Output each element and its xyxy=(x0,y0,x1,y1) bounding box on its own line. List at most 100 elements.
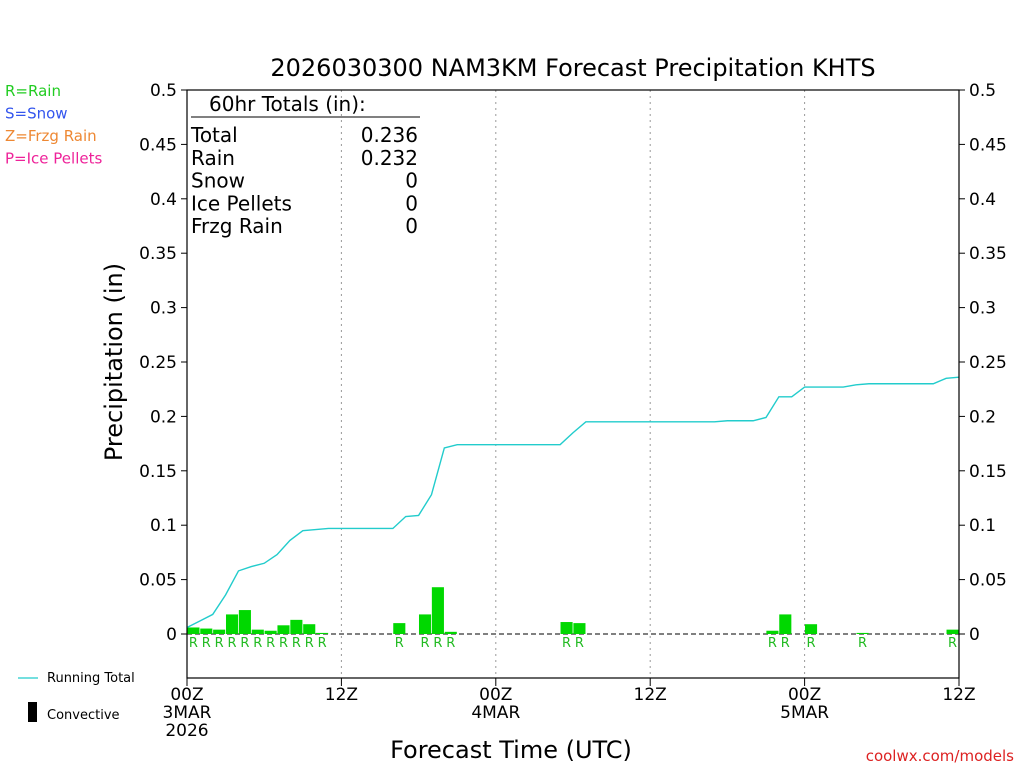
precip-bar xyxy=(804,624,818,634)
running-total-series xyxy=(186,376,960,629)
totals-row-value: 0.236 xyxy=(361,123,418,147)
totals-header: 60hr Totals (in): xyxy=(209,92,366,116)
x-axis-label: Forecast Time (UTC) xyxy=(390,736,632,764)
rain-marker: R xyxy=(292,636,301,651)
precip-bar xyxy=(573,623,586,634)
rain-marker: R xyxy=(433,636,442,651)
precip-bar xyxy=(303,624,316,634)
x-tick-label: 12Z xyxy=(942,685,975,705)
y-tick-label-right: 0.1 xyxy=(969,516,996,536)
rain-marker: R xyxy=(562,636,571,651)
convective-swatch xyxy=(28,702,37,722)
x-tick-label: 00Z xyxy=(170,685,203,705)
precip-bar xyxy=(225,614,239,634)
x-tick-label: 12Z xyxy=(634,685,667,705)
y-tick-label-right: 0.3 xyxy=(969,299,996,319)
precip-bar xyxy=(946,629,959,634)
rain-marker: R xyxy=(266,636,275,651)
precip-bar xyxy=(277,625,290,634)
precip-bar xyxy=(418,614,432,634)
rain-marker: R xyxy=(305,636,314,651)
rain-marker: R xyxy=(421,636,430,651)
y-tick-label: 0.35 xyxy=(139,244,177,264)
precip-bar xyxy=(200,628,213,634)
x-tick-label: 12Z xyxy=(325,685,358,705)
bar-series xyxy=(187,587,959,634)
totals-row-value: 0 xyxy=(405,169,418,193)
y-tick-label: 0 xyxy=(166,625,177,645)
y-tick-label: 0.15 xyxy=(139,462,177,482)
precip-bar xyxy=(264,630,277,634)
y-axis-right: 0 0.05 0.1 0.15 0.2 0.25 0.3 0.35 0.4 0.45 0.5 xyxy=(959,81,1007,645)
totals-table: 60hr Totals (in): Total 0.236 Rain 0.232 Sno… xyxy=(190,92,420,238)
totals-row-value: 0 xyxy=(405,214,418,238)
y-axis-label: Precipitation (in) xyxy=(100,263,128,461)
y-tick-label: 0.5 xyxy=(150,81,177,101)
running-total-label: Running Total xyxy=(47,671,135,686)
precip-bar xyxy=(431,587,444,634)
precip-bar xyxy=(444,631,457,634)
precip-bar xyxy=(187,627,200,634)
running-total-line xyxy=(186,376,960,629)
rain-marker: R xyxy=(279,636,288,651)
totals-row-label: Frzg Rain xyxy=(191,214,283,238)
precip-bar xyxy=(290,619,303,634)
x-tick-label: 00Z xyxy=(788,685,821,705)
y-tick-label-right: 0.05 xyxy=(969,571,1007,591)
precip-bar xyxy=(779,614,792,634)
rain-marker: R xyxy=(446,636,455,651)
totals-row-label: Ice Pellets xyxy=(191,191,292,215)
convective-label: Convective xyxy=(47,708,120,723)
rain-marker: R xyxy=(253,636,262,651)
x-tick-label: 4MAR xyxy=(471,703,520,723)
legend-entry: Z=Frzg Rain xyxy=(5,127,97,145)
rain-marker: R xyxy=(858,636,867,651)
rain-marker: R xyxy=(202,636,211,651)
y-tick-label: 0.05 xyxy=(139,571,177,591)
rain-marker: R xyxy=(240,636,249,651)
y-tick-label-right: 0.25 xyxy=(969,353,1007,373)
grid xyxy=(187,90,959,678)
y-tick-label-right: 0.45 xyxy=(969,135,1007,155)
precip-bar xyxy=(766,630,779,634)
precip-bar xyxy=(856,632,869,634)
totals-row-label: Total xyxy=(190,123,238,147)
y-tick-label-right: 0 xyxy=(969,625,980,645)
rain-marker: R xyxy=(189,636,198,651)
rain-marker: R xyxy=(215,636,224,651)
precip-bar xyxy=(316,632,329,634)
x-tick-label: 00Z xyxy=(479,685,512,705)
y-tick-label-right: 0.15 xyxy=(969,462,1007,482)
credit-text: coolwx.com/models xyxy=(866,747,1014,765)
legend-entry: R=Rain xyxy=(5,82,61,100)
precip-bar xyxy=(251,629,264,634)
y-tick-label: 0.2 xyxy=(150,407,177,427)
precip-bar xyxy=(213,629,226,634)
precip-bar xyxy=(238,610,251,634)
y-tick-label: 0.4 xyxy=(150,190,177,210)
rain-marker: R xyxy=(948,636,957,651)
y-tick-label-right: 0.35 xyxy=(969,244,1007,264)
totals-row-label: Snow xyxy=(191,169,245,193)
y-tick-label-right: 0.4 xyxy=(969,190,996,210)
y-tick-label-right: 0.5 xyxy=(969,81,996,101)
x-tick-label: 3MAR xyxy=(163,703,212,723)
rain-marker: R xyxy=(575,636,584,651)
y-tick-label: 0.1 xyxy=(150,516,177,536)
chart-title: 2026030300 NAM3KM Forecast Precipitation… xyxy=(270,54,875,82)
precip-type-legend: R=Rain S=Snow Z=Frzg Rain P=Ice Pellets xyxy=(5,82,102,168)
rain-marker: R xyxy=(395,636,404,651)
totals-row-value: 0 xyxy=(405,191,418,215)
plot-frame xyxy=(186,89,960,679)
totals-row-label: Rain xyxy=(191,146,235,170)
legend-entry: P=Ice Pellets xyxy=(5,150,102,168)
y-tick-label-right: 0.2 xyxy=(969,407,996,427)
y-axis-left: 0 0.05 0.1 0.15 0.2 0.25 0.3 0.35 0.4 0.45 0.5 xyxy=(139,81,187,645)
y-tick-label: 0.25 xyxy=(139,353,177,373)
x-tick-label: 5MAR xyxy=(780,703,829,723)
precip-bar xyxy=(393,623,406,634)
y-tick-label: 0.3 xyxy=(150,299,177,319)
